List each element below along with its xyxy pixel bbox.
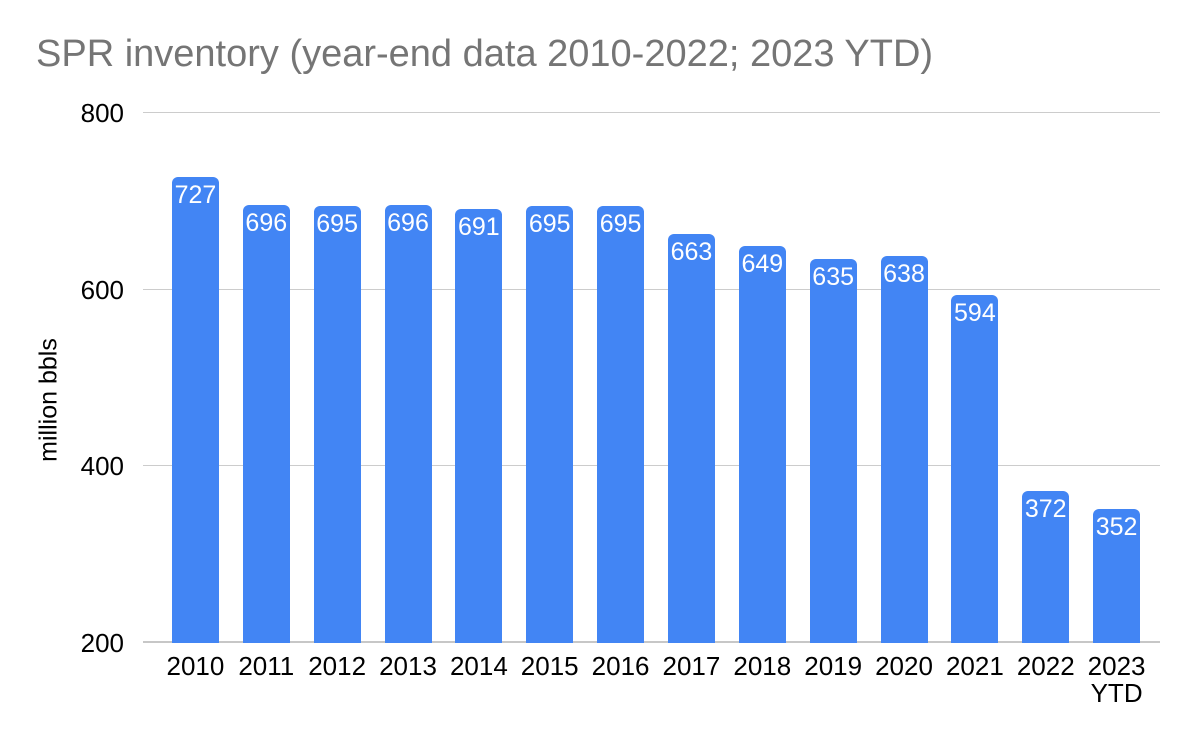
gridline bbox=[143, 112, 1160, 113]
bar-value-label: 727 bbox=[174, 181, 217, 210]
bar-value-label: 695 bbox=[528, 209, 571, 238]
bar-2013: 696 bbox=[384, 204, 432, 643]
bar-slot: 696 bbox=[373, 113, 444, 643]
bar-value-label: 372 bbox=[1024, 495, 1067, 524]
bar-value-label: 352 bbox=[1095, 512, 1138, 541]
bar-slot: 695 bbox=[514, 113, 585, 643]
bar-slot: 649 bbox=[727, 113, 798, 643]
x-tick-label: 2017 bbox=[662, 651, 721, 681]
bar-2012: 695 bbox=[313, 205, 361, 643]
bar-2021: 594 bbox=[951, 294, 999, 643]
bar-value-label: 691 bbox=[458, 213, 500, 242]
y-axis-title: million bbls bbox=[34, 338, 63, 462]
bar-value-label: 635 bbox=[812, 262, 855, 291]
bar-slot: 594 bbox=[939, 113, 1010, 643]
gridline bbox=[143, 465, 1160, 467]
y-tick-label: 800 bbox=[80, 98, 124, 128]
bar-2018: 649 bbox=[738, 246, 786, 643]
bar-2022: 372 bbox=[1022, 491, 1070, 643]
bar-slot: 638 bbox=[869, 113, 940, 643]
bar-slot: 696 bbox=[231, 113, 302, 643]
y-tick-label: 200 bbox=[80, 628, 124, 658]
plot-area bbox=[143, 112, 1160, 643]
bar-value-label: 696 bbox=[245, 208, 288, 237]
bar-value-label: 649 bbox=[741, 250, 784, 279]
bar-2011: 696 bbox=[242, 204, 290, 643]
bar-value-label: 696 bbox=[387, 208, 429, 237]
bar-slot: 635 bbox=[798, 113, 869, 643]
bar-slot: 663 bbox=[656, 113, 727, 643]
x-tick-label: 2021 bbox=[945, 651, 1004, 681]
x-tick-label: 2015 bbox=[520, 651, 579, 681]
x-tick-label: 2022 bbox=[1016, 651, 1075, 681]
x-tick-label: 2013 bbox=[379, 651, 437, 681]
bar-slot: 695 bbox=[302, 113, 373, 643]
bar-slot: 691 bbox=[443, 113, 514, 643]
x-axis-labels: 2010 2011 2012 2013 2014 2015 2016 2017 2018 2019… bbox=[160, 653, 1152, 707]
bar-value-label: 695 bbox=[316, 209, 358, 238]
bar-slot: 352 bbox=[1081, 113, 1152, 643]
bar-value-label: 663 bbox=[670, 238, 713, 267]
x-axis-baseline bbox=[143, 641, 1160, 643]
bars-container: 727 696 695 696 691 695 695 663 649 635 638 594 372 3… bbox=[160, 113, 1152, 643]
bar-2023-ytd: 352 bbox=[1093, 508, 1141, 643]
bar-2016: 695 bbox=[597, 205, 645, 643]
bar-2015: 695 bbox=[526, 205, 574, 643]
x-tick-label: 2012 bbox=[308, 651, 367, 681]
bar-2017: 663 bbox=[667, 234, 715, 643]
bar-value-label: 594 bbox=[954, 298, 996, 327]
x-tick-label: 2020 bbox=[875, 651, 933, 681]
y-tick-label: 600 bbox=[80, 274, 124, 305]
chart-title: SPR inventory (year-end data 2010-2022; … bbox=[36, 33, 934, 75]
x-tick-label: 2023 YTD bbox=[1087, 651, 1146, 708]
bar-slot: 727 bbox=[160, 113, 231, 643]
x-tick-label: 2011 bbox=[238, 651, 295, 681]
bar-slot: 695 bbox=[585, 113, 656, 643]
gridline bbox=[143, 288, 1160, 290]
x-tick-label: 2010 bbox=[166, 651, 225, 681]
bar-2020: 638 bbox=[880, 256, 928, 643]
x-tick-label: 2014 bbox=[449, 651, 508, 681]
bar-2014: 691 bbox=[455, 209, 503, 643]
x-tick-label: 2018 bbox=[733, 651, 792, 681]
bar-value-label: 695 bbox=[599, 209, 642, 238]
x-tick-label: 2016 bbox=[591, 651, 650, 681]
bar-2010: 727 bbox=[171, 177, 219, 643]
bar-slot: 372 bbox=[1010, 113, 1081, 643]
bar-value-label: 638 bbox=[883, 260, 925, 289]
x-tick-label: 2019 bbox=[804, 651, 863, 681]
bar-2019: 635 bbox=[809, 258, 857, 643]
y-tick-label: 400 bbox=[80, 451, 124, 482]
